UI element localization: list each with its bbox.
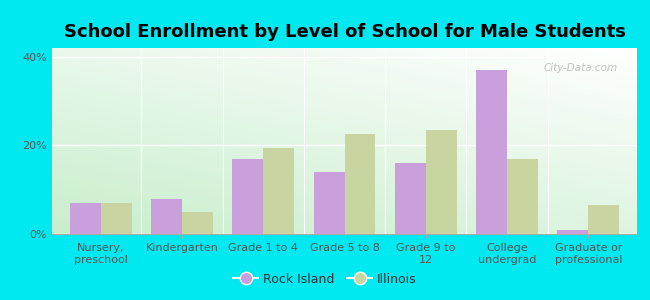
Bar: [588, 205, 619, 234]
Bar: [182, 212, 213, 234]
Bar: [263, 148, 294, 234]
Bar: [70, 203, 101, 234]
Bar: [151, 199, 182, 234]
Bar: [101, 203, 131, 234]
Bar: [476, 70, 507, 234]
Bar: [507, 159, 538, 234]
Bar: [344, 134, 376, 234]
Title: School Enrollment by Level of School for Male Students: School Enrollment by Level of School for…: [64, 23, 625, 41]
Bar: [395, 163, 426, 234]
Bar: [313, 172, 345, 234]
Bar: [233, 159, 263, 234]
Text: City-Data.com: City-Data.com: [543, 63, 618, 73]
Bar: [558, 230, 588, 234]
Bar: [426, 130, 456, 234]
Legend: Rock Island, Illinois: Rock Island, Illinois: [228, 268, 422, 291]
